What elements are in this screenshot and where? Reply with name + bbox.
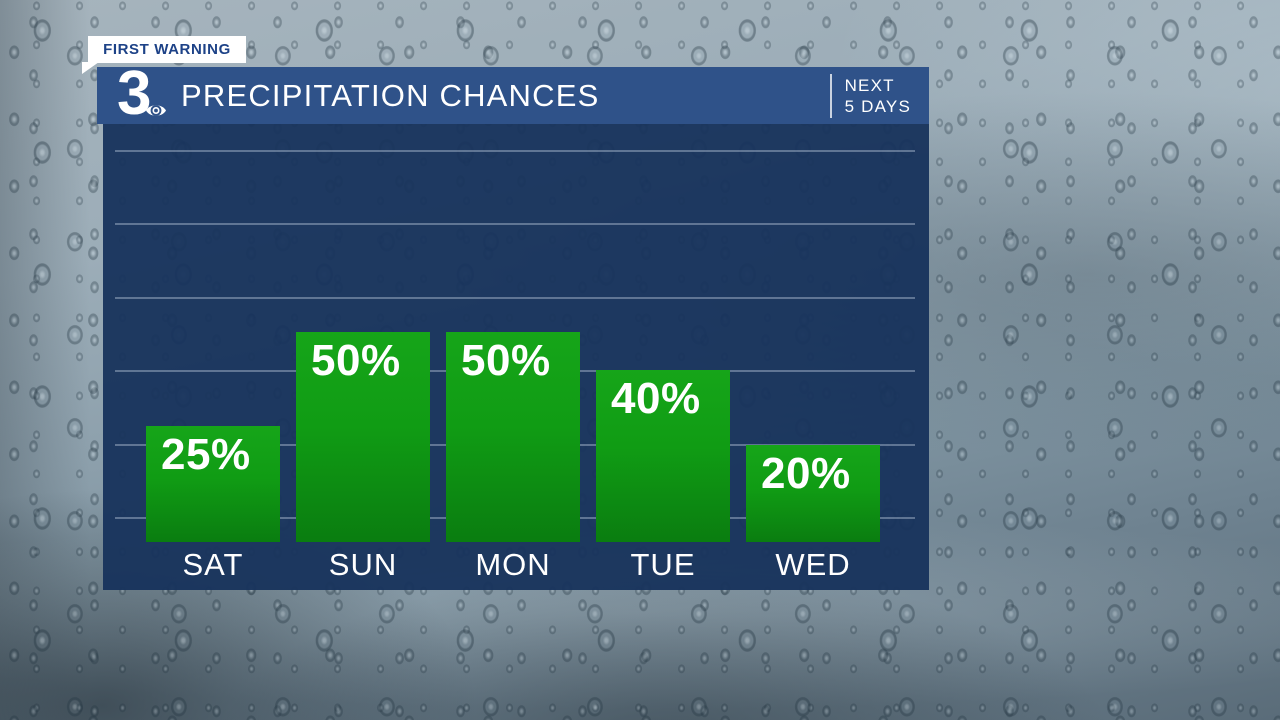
precipitation-panel: 3 PRECIPITATION CHANCES NEXT 5 DAYS 25% … xyxy=(97,59,929,590)
bar-slot-wed: 20% WED xyxy=(746,124,880,590)
bar-wed: 20% xyxy=(746,445,880,542)
channel-3-number: 3 xyxy=(117,59,152,128)
bar-value-label: 20% xyxy=(761,449,851,498)
gridline xyxy=(115,150,915,152)
panel-header: 3 PRECIPITATION CHANCES NEXT 5 DAYS xyxy=(97,59,929,128)
bar-value-label: 50% xyxy=(311,336,401,385)
day-label-mon: MON xyxy=(475,547,551,582)
day-label-sat: SAT xyxy=(182,547,244,582)
bar-slot-sat: 25% SAT xyxy=(146,124,280,590)
day-label-tue: TUE xyxy=(630,547,696,582)
bar-value-label: 25% xyxy=(161,430,251,479)
bar-slot-sun: 50% SUN xyxy=(296,124,430,590)
bar-value-label: 50% xyxy=(461,336,551,385)
bar-sun: 50% xyxy=(296,332,430,542)
gridline xyxy=(115,297,915,299)
first-warning-tab-tail xyxy=(82,62,99,74)
period-line2: 5 DAYS xyxy=(844,96,911,116)
bar-tue: 40% xyxy=(596,370,730,542)
channel-3-logo: 3 xyxy=(117,59,169,128)
first-warning-tab: FIRST WARNING xyxy=(88,36,246,63)
bar-slot-tue: 40% TUE xyxy=(596,124,730,590)
period-line1: NEXT xyxy=(844,75,895,95)
period-block: NEXT 5 DAYS xyxy=(829,73,911,118)
bar-mon: 50% xyxy=(446,332,580,542)
bar-value-label: 40% xyxy=(611,374,701,423)
first-warning-label: FIRST WARNING xyxy=(103,41,231,58)
day-label-wed: WED xyxy=(775,547,851,582)
gridline xyxy=(115,223,915,225)
panel-title: PRECIPITATION CHANCES xyxy=(181,77,600,113)
cbs-eye-icon xyxy=(146,105,166,116)
bar-slot-mon: 50% MON xyxy=(446,124,580,590)
day-label-sun: SUN xyxy=(328,547,398,582)
chart-area: 25% SAT 50% SUN 50% MON 40% TUE 20% xyxy=(103,124,929,590)
bar-sat: 25% xyxy=(146,426,280,542)
